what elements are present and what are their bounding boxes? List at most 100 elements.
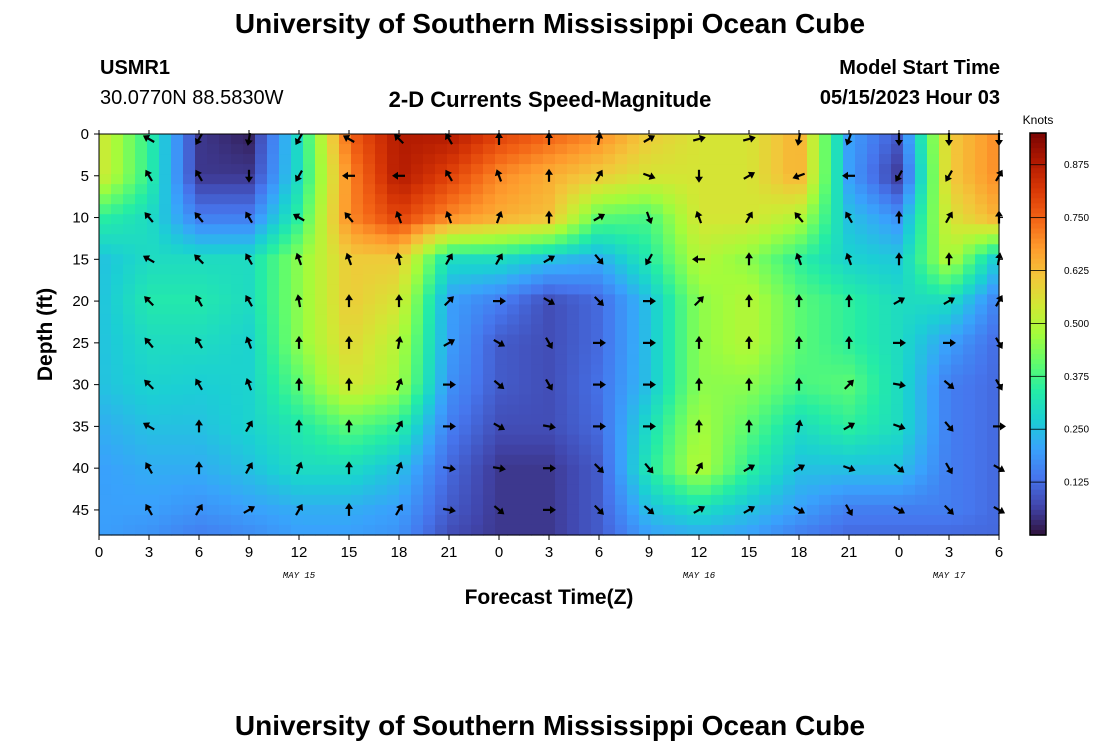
heatmap-cell (903, 234, 916, 245)
heatmap-cell (567, 424, 580, 436)
heatmap-cell (771, 164, 784, 175)
heatmap-cell (339, 464, 352, 476)
heatmap-cell (783, 224, 796, 235)
heatmap-cell (867, 304, 880, 316)
heatmap-cell (327, 284, 340, 296)
heatmap-cell (903, 244, 916, 255)
heatmap-cell (459, 214, 472, 225)
heatmap-cell (987, 394, 1000, 406)
heatmap-cell (903, 514, 916, 526)
heatmap-cell (243, 304, 256, 316)
colorbar-tick-label: 0.625 (1064, 266, 1089, 277)
heatmap-cell (603, 174, 616, 185)
heatmap-cell (687, 384, 700, 396)
heatmap-cell (423, 214, 436, 225)
heatmap-cell (615, 524, 628, 536)
heatmap-cell (423, 444, 436, 456)
heatmap-cell (663, 254, 676, 265)
heatmap-cell (195, 494, 208, 506)
heatmap-cell (747, 444, 760, 456)
heatmap-cell (795, 484, 808, 496)
current-arrow (144, 296, 155, 307)
heatmap-cell (507, 184, 520, 195)
heatmap-cell (171, 184, 184, 195)
heatmap-cell (207, 194, 220, 205)
heatmap-cell (495, 384, 508, 396)
heatmap-cell (831, 264, 844, 275)
heatmap-cell (195, 134, 208, 145)
heatmap-cell (735, 344, 748, 356)
heatmap-cell (351, 314, 364, 326)
heatmap-cell (831, 284, 844, 296)
heatmap-cell (783, 384, 796, 396)
heatmap-cell (663, 294, 676, 306)
heatmap-cell (627, 254, 640, 265)
heatmap-cell (867, 494, 880, 506)
heatmap-cell (483, 314, 496, 326)
heatmap-cell (351, 234, 364, 245)
heatmap-cell (195, 444, 208, 456)
heatmap-cell (843, 144, 856, 155)
heatmap-cell (507, 194, 520, 205)
heatmap-cell (387, 314, 400, 326)
heatmap-cell (183, 454, 196, 466)
heatmap-cell (111, 254, 124, 265)
heatmap-cell (423, 324, 436, 336)
heatmap-cell (495, 524, 508, 536)
heatmap-cell (675, 384, 688, 396)
heatmap-cell (663, 224, 676, 235)
heatmap-cell (555, 164, 568, 175)
heatmap-cell (675, 494, 688, 506)
heatmap-cell (327, 214, 340, 225)
heatmap-cell (951, 144, 964, 155)
heatmap-cell (123, 464, 136, 476)
heatmap-cell (795, 454, 808, 466)
heatmap-cell (183, 284, 196, 296)
heatmap-cell (387, 174, 400, 185)
heatmap-cell (183, 434, 196, 446)
heatmap-cell (147, 154, 160, 165)
heatmap-cell (891, 144, 904, 155)
heatmap-cell (411, 454, 424, 466)
heatmap-cell (195, 414, 208, 426)
heatmap-cell (411, 414, 424, 426)
heatmap-cell (807, 244, 820, 255)
heatmap-cell (231, 194, 244, 205)
heatmap-cell (459, 434, 472, 446)
heatmap-cell (771, 444, 784, 456)
heatmap-cell (147, 314, 160, 326)
heatmap-cell (843, 384, 856, 396)
heatmap-cell (291, 194, 304, 205)
heatmap-cell (411, 174, 424, 185)
heatmap-cell (339, 474, 352, 486)
heatmap-cell (987, 224, 1000, 235)
heatmap-cell (471, 424, 484, 436)
heatmap-cell (915, 374, 928, 386)
current-arrow (742, 134, 756, 143)
heatmap-cell (507, 454, 520, 466)
x-date-label: MAY 15 (283, 571, 316, 581)
heatmap-cell (747, 264, 760, 275)
heatmap-cell (699, 154, 712, 165)
x-tick-label: 6 (595, 544, 603, 561)
heatmap-cell (243, 404, 256, 416)
heatmap-cell (591, 354, 604, 366)
heatmap-cell (543, 454, 556, 466)
heatmap-cell (687, 454, 700, 466)
heatmap-cell (927, 154, 940, 165)
heatmap-cell (195, 224, 208, 235)
heatmap-cell (267, 354, 280, 366)
heatmap-cell (603, 344, 616, 356)
heatmap-cell (267, 504, 280, 516)
heatmap-cell (483, 244, 496, 255)
heatmap-cell (291, 264, 304, 275)
heatmap-cell (963, 154, 976, 165)
heatmap-cell (399, 384, 412, 396)
heatmap-cell (807, 484, 820, 496)
heatmap-cell (927, 494, 940, 506)
heatmap-cell (867, 434, 880, 446)
heatmap-cell (627, 164, 640, 175)
heatmap-cell (963, 184, 976, 195)
heatmap-cell (459, 274, 472, 285)
